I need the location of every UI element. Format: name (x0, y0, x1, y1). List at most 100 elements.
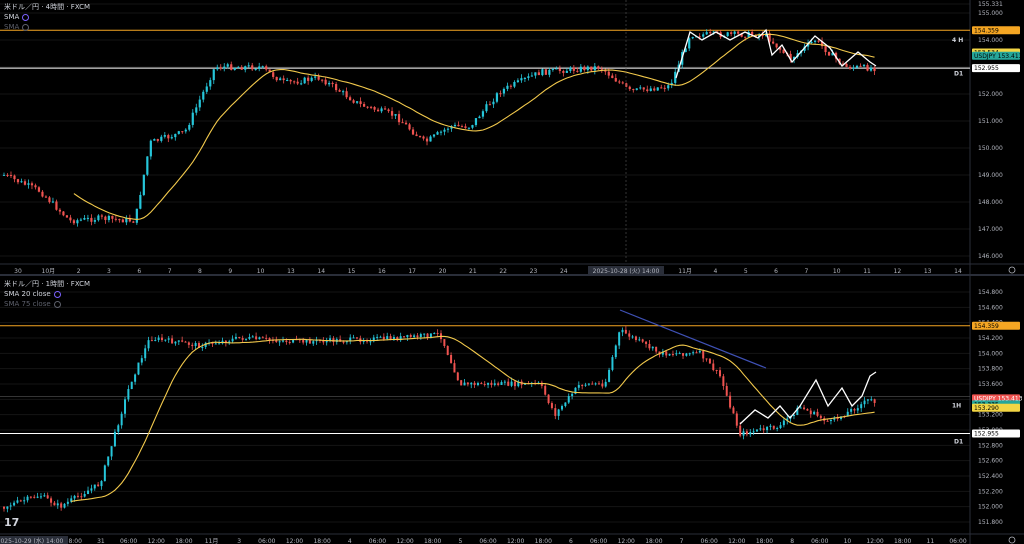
candle-body (429, 333, 432, 338)
candle-body (142, 174, 145, 195)
candle-body (429, 136, 432, 142)
candle-body (816, 411, 819, 416)
candle-body (766, 426, 769, 431)
candle-body (509, 85, 513, 87)
candle-body (562, 70, 565, 73)
candle-body (503, 381, 506, 383)
candle-body (6, 506, 9, 509)
candle-body (621, 82, 624, 84)
time-tick-label: 6 (569, 538, 573, 544)
timeframe-label: 1H (952, 403, 961, 410)
candle-body (383, 108, 387, 110)
candle-body (702, 350, 705, 359)
indicator-settings-icon[interactable] (53, 290, 61, 298)
candle-body (453, 363, 456, 373)
candle-body (593, 66, 596, 71)
candle-body (572, 67, 575, 71)
candle-body (853, 409, 856, 411)
candle-body (302, 339, 305, 343)
time-tick-label: 10 (257, 268, 265, 274)
candle-body (100, 481, 103, 487)
candle-body (349, 97, 352, 101)
time-tick-label: 11 (927, 538, 935, 544)
candle-body (240, 67, 243, 70)
candle-body (614, 78, 617, 82)
candle-body (60, 503, 63, 508)
candle-body (409, 334, 412, 338)
legend-1h: 米ドル／円 · 1時間 · FXCM SMA 20 close SMA 75 c… (4, 279, 90, 309)
price-tick-label: 149.000 (978, 172, 1003, 179)
symbol-title[interactable]: 米ドル／円 · 1時間 · FXCM (4, 280, 91, 288)
indicator2-label[interactable]: SMA 75 close (4, 300, 51, 308)
pane-divider[interactable] (0, 274, 1024, 276)
candle-body (751, 31, 754, 36)
candle-body (321, 79, 324, 81)
time-tick-label: 14 (954, 268, 962, 274)
time-tick-label: 2 (77, 268, 81, 274)
indicator-settings-icon[interactable] (22, 13, 30, 21)
candle-body (392, 337, 395, 340)
candle-body (597, 383, 600, 385)
candle-body (401, 122, 404, 124)
candle-body (62, 211, 65, 216)
candle-body (782, 420, 785, 426)
candle-body (423, 333, 426, 335)
candle-body (352, 337, 355, 339)
chart-pane-4h[interactable]: 155.331155.000154.000153.000152.000151.0… (0, 0, 1024, 274)
candle-body (261, 337, 264, 339)
candle-body (485, 104, 488, 112)
candle-body (13, 175, 16, 180)
candle-body (597, 66, 600, 69)
time-tick-label: 6 (774, 268, 778, 274)
candle-body (121, 219, 124, 223)
candle-body (355, 337, 358, 339)
candle-body (233, 68, 236, 70)
candle-body (661, 351, 664, 355)
candle-body (160, 136, 163, 141)
candle-body (855, 65, 859, 68)
candle-body (265, 337, 268, 339)
candle-body (826, 420, 829, 422)
chart-canvas-1h[interactable]: 154.800154.600154.400154.200154.000153.8… (0, 276, 1024, 544)
candle-body (772, 41, 775, 44)
candle-body (63, 503, 66, 508)
time-tick-label: 7 (804, 268, 808, 274)
time-tick-label: 9 (228, 268, 232, 274)
chart-canvas-4h[interactable]: 155.331155.000154.000153.000152.000151.0… (0, 0, 1024, 274)
candle-body (241, 338, 244, 340)
price-tick-label: 155.000 (978, 10, 1003, 17)
candle-body (817, 40, 820, 42)
time-tick-label: 12:00 (396, 538, 413, 544)
time-tick-label: 18:00 (65, 538, 82, 544)
candle-body (171, 338, 174, 344)
symbol-title[interactable]: 米ドル／円 · 4時間 · FXCM (4, 3, 91, 11)
candle-body (376, 336, 379, 338)
indicator-label[interactable]: SMA (4, 13, 20, 21)
candle-body (279, 78, 282, 81)
candle-body (564, 402, 567, 407)
time-tick-label: 4 (714, 268, 718, 274)
candle-body (591, 383, 594, 385)
candle-body (50, 498, 53, 503)
time-tick-label: 31 (97, 538, 105, 544)
tradingview-logo-icon[interactable]: 17 (4, 516, 20, 529)
candle-body (13, 502, 16, 506)
candle-body (567, 396, 570, 403)
indicator2-label[interactable]: SMA (4, 23, 20, 31)
candle-body (678, 353, 681, 355)
visibility-icon[interactable] (22, 23, 30, 31)
candle-body (453, 124, 457, 127)
time-tick-label: 3 (107, 268, 111, 274)
price-tick-label: 152.200 (978, 488, 1003, 495)
price-tag-label: 152.955 (974, 430, 999, 437)
crosshair-time-label: 2025-10-28 (火) 14:00 (593, 268, 660, 274)
price-tick-label: 151.800 (978, 519, 1003, 526)
candle-body (268, 69, 271, 73)
candle-body (349, 337, 352, 342)
candle-body (775, 43, 778, 48)
indicator-label[interactable]: SMA 20 close (4, 290, 51, 298)
time-tick-label: 18:00 (756, 538, 773, 544)
candle-body (779, 425, 782, 428)
chart-pane-1h[interactable]: 154.800154.600154.400154.200154.000153.8… (0, 276, 1024, 544)
visibility-icon[interactable] (53, 300, 61, 308)
